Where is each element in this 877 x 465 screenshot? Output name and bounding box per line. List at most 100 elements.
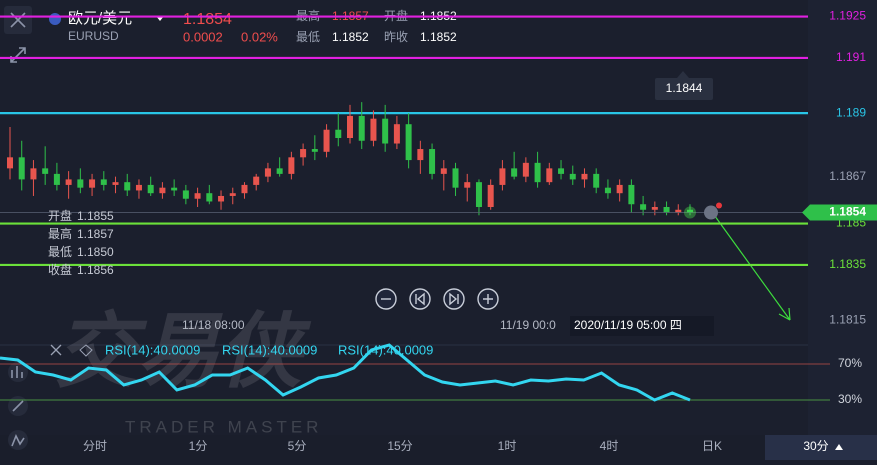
indicator-icon (11, 434, 25, 447)
candle-body (288, 157, 295, 174)
cursor-tooltip-arrow (677, 71, 689, 78)
left-toolbar[interactable] (4, 6, 32, 450)
last-price-glow (684, 206, 696, 219)
bars-icon (11, 366, 23, 378)
indicator-label: RSI(14):40.0009 (222, 342, 317, 357)
pen-icon (12, 400, 24, 412)
ohlc-value: 1.1855 (77, 209, 114, 223)
stat-value: 1.1852 (420, 30, 457, 44)
candle-body (89, 179, 96, 188)
y-tick-label: 1.1815 (829, 312, 866, 326)
candle-body (347, 115, 353, 138)
price: 1.1854 (183, 11, 232, 28)
candle-body (358, 115, 365, 141)
time-label: 11/19 00:0 (500, 318, 556, 332)
candle-body (171, 187, 178, 191)
candle-body (475, 182, 482, 207)
stat-label: 昨收 (384, 30, 408, 44)
candle-body (429, 149, 436, 174)
flag-icon (49, 13, 61, 25)
candle-body (499, 168, 506, 185)
candle-body (18, 157, 25, 180)
candle-body (229, 193, 236, 196)
candle-body (628, 184, 635, 205)
close-indicator[interactable] (50, 344, 62, 356)
candle-body (687, 209, 693, 213)
candle-body (569, 173, 576, 180)
y-tick-label: 1.1835 (829, 257, 866, 271)
price-tag: 1.1854 (829, 205, 866, 219)
ohlc-value: 1.1850 (77, 245, 114, 259)
y-tick-label: 70% (838, 356, 862, 370)
icon (483, 294, 493, 304)
candle-body (112, 182, 119, 185)
timeframe[interactable]: 30分 (803, 439, 828, 453)
symbol-code: EURUSD (68, 29, 119, 43)
timeframe[interactable]: 分时 (83, 439, 107, 453)
candle-body (77, 179, 84, 188)
info-dot (716, 202, 722, 209)
ohlc-label: 开盘 (48, 208, 72, 223)
indicator-label: RSI(14):40.0009 (338, 342, 433, 357)
tool-button[interactable] (8, 362, 28, 382)
rsi-line (0, 343, 691, 402)
info-icon[interactable] (704, 205, 718, 220)
candle-body (440, 168, 447, 174)
candle-body (534, 162, 541, 183)
timeframe[interactable]: 1时 (498, 439, 517, 453)
candle-body (42, 168, 49, 174)
y-tick-label: 1.1867 (829, 169, 866, 183)
candle-body (218, 195, 225, 202)
candle-body (30, 168, 37, 180)
ohlc-value: 1.1856 (77, 263, 114, 277)
timeframe[interactable]: 4时 (600, 439, 619, 453)
cursor-tooltip: 1.1844 (666, 81, 703, 95)
candle-body (663, 207, 670, 213)
crosshair-time: 2020/11/19 05:00 四 (574, 318, 682, 332)
settings-icon[interactable] (79, 344, 93, 357)
candle-body (182, 190, 189, 199)
candle-body (264, 168, 271, 177)
candle-body (464, 182, 471, 188)
candle-body (323, 129, 330, 152)
candle-body (651, 207, 658, 210)
timeframe[interactable]: 15分 (387, 439, 412, 453)
candle-body (417, 149, 424, 161)
y-tick-label: 1.1925 (829, 9, 866, 23)
candle-body (522, 162, 529, 177)
candle-body (604, 187, 611, 194)
icon (415, 292, 425, 306)
timeframe[interactable]: 5分 (288, 439, 307, 453)
indicator-label: RSI(14):40.0009 (105, 342, 200, 357)
arrow-head (778, 307, 791, 321)
ohlc-label: 最高 (48, 226, 72, 241)
candle-body (206, 193, 213, 202)
candle-body (452, 168, 459, 188)
candle-body (53, 173, 60, 185)
timeframe[interactable]: 1分 (189, 439, 208, 453)
candle-body (675, 209, 682, 213)
candle-body (194, 193, 201, 199)
price-tag-bg (802, 204, 877, 221)
nav-buttons[interactable] (375, 288, 499, 310)
change-pct: 0.02% (241, 29, 278, 44)
timeframe-caret (835, 444, 843, 450)
candle-body (7, 157, 13, 169)
candle-body (581, 173, 588, 180)
step-back[interactable] (409, 288, 431, 310)
candle-body (311, 149, 318, 152)
candle-body (640, 204, 647, 210)
time-label: 11/18 08:00 (182, 318, 245, 332)
stat-value: 1.1852 (332, 30, 369, 44)
candle-body (241, 184, 248, 194)
timeframe[interactable]: 日K (702, 439, 722, 453)
watermark-subtitle: TRADER MASTER (125, 417, 322, 436)
step-forward[interactable] (443, 288, 465, 310)
candle-body (393, 124, 400, 144)
icon (449, 292, 459, 306)
symbol[interactable]: 欧元/美元 (68, 10, 132, 27)
candle-body (135, 184, 142, 191)
candle-body (487, 184, 494, 207)
